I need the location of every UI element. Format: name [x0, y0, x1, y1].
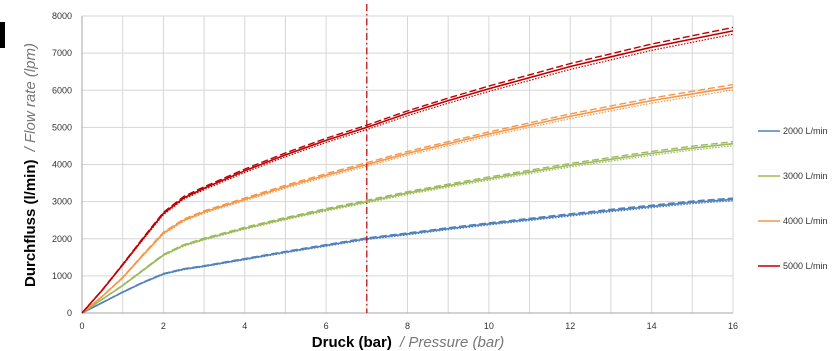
y-axis-title: Durchfluss (l/min) / Flow rate (lpm): [22, 43, 39, 287]
legend-label: 2000 L/min: [783, 126, 828, 136]
series-5000-l-min-dotted-line: [81, 33, 734, 314]
series-4000-l-min-dashed-line: [81, 83, 734, 314]
x-axis-label-en: / Pressure (bar): [399, 334, 504, 351]
y-tick-label: 2000: [52, 234, 72, 244]
legend: 2000 L/min 3000 L/min 4000 L/min 5000 L/min: [758, 126, 828, 271]
x-tick-label: 6: [324, 321, 329, 331]
x-axis-title: Druck (bar) / Pressure (bar): [312, 334, 504, 351]
y-tick-label: 5000: [52, 122, 72, 132]
y-axis-label-de: Durchfluss (l/min): [22, 160, 39, 288]
x-tick-label: 8: [405, 321, 410, 331]
series-3000-l-min-line: [81, 142, 734, 314]
series-3000-l-min-dashed-line: [81, 140, 734, 314]
y-axis-label-en: / Flow rate (lpm): [22, 43, 39, 152]
y-tick-label: 3000: [52, 197, 72, 207]
y-tick-label: 8000: [52, 11, 72, 21]
series-2000-l-min-dotted-line: [81, 200, 734, 314]
x-tick-label: 4: [242, 321, 247, 331]
tick-labels: 0 2 4 6 8 10 12 14 16 0 1000 2000 3000 4000 5000 6000 70…: [52, 11, 738, 331]
legend-label: 5000 L/min: [783, 261, 828, 271]
series-4000-l-min-line: [81, 86, 734, 314]
x-tick-label: 0: [79, 321, 84, 331]
y-tick-label: 0: [67, 308, 72, 318]
x-tick-label: 16: [728, 321, 738, 331]
grid: [81, 15, 734, 314]
series-5000-l-min-line: [81, 30, 734, 314]
x-tick-label: 10: [484, 321, 494, 331]
y-tick-label: 1000: [52, 271, 72, 281]
series-2000-l-min-line: [81, 198, 734, 314]
y-tick-label: 6000: [52, 85, 72, 95]
x-tick-label: 14: [647, 321, 657, 331]
x-tick-label: 12: [565, 321, 575, 331]
corner-marker: [0, 22, 5, 48]
y-tick-label: 7000: [52, 48, 72, 58]
legend-label: 4000 L/min: [783, 216, 828, 226]
x-tick-label: 2: [161, 321, 166, 331]
x-axis-label-de: Druck (bar): [312, 334, 392, 351]
legend-label: 3000 L/min: [783, 171, 828, 181]
series-layer: [81, 26, 734, 314]
y-tick-label: 4000: [52, 160, 72, 170]
